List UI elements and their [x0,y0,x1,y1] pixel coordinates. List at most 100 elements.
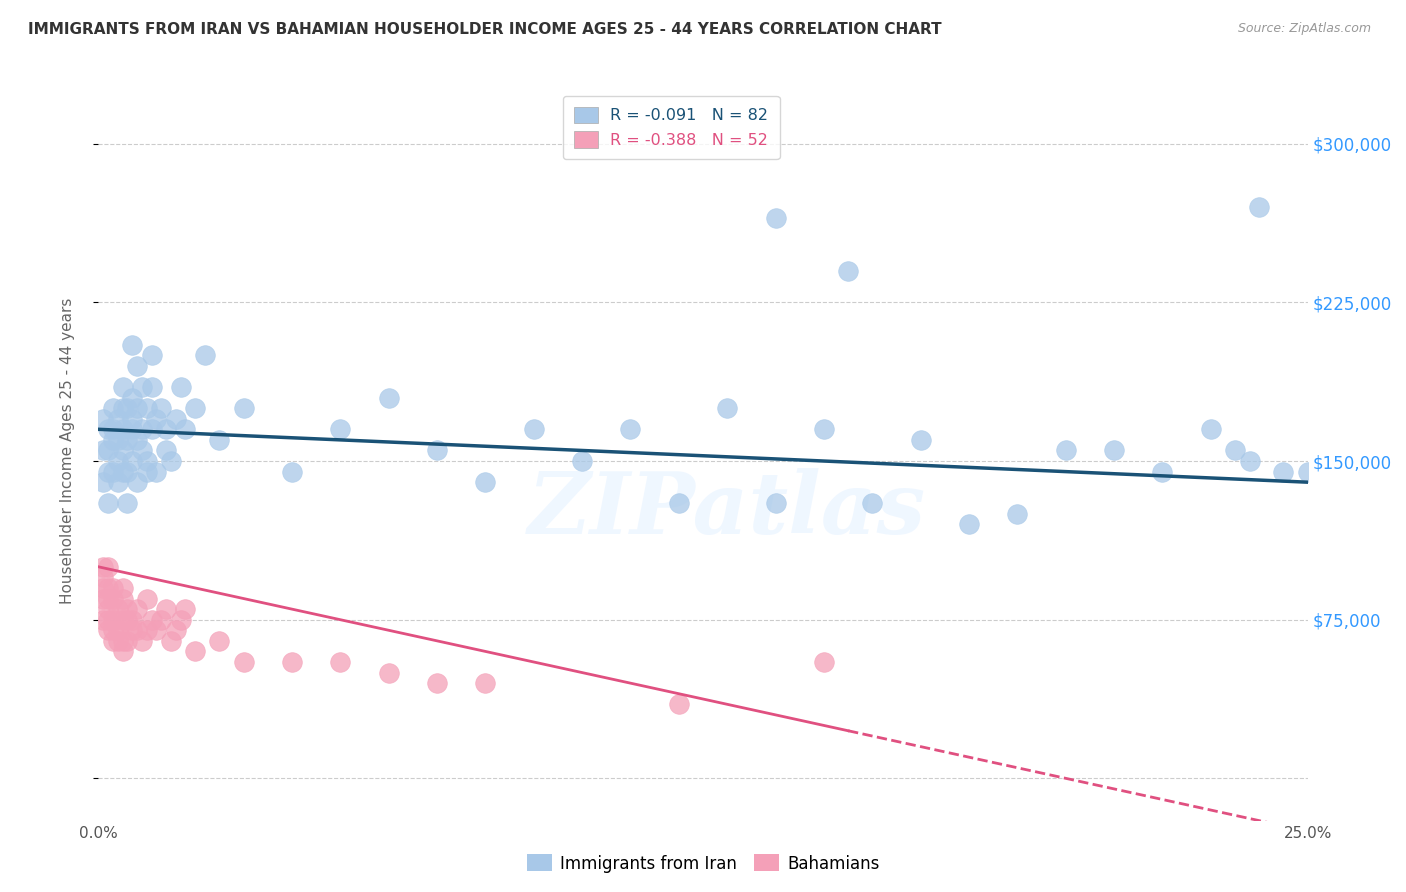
Point [97,624,120,638]
Point [232,401,254,416]
Point [101,591,124,606]
Point [141,348,163,362]
Point [97,591,120,606]
Point [765,496,787,510]
Point [121,391,143,405]
Point [117,633,139,648]
Point [837,263,859,277]
Point [377,665,399,680]
Point [111,644,134,658]
Point [165,624,187,638]
Point [97,496,120,510]
Point [150,401,173,416]
Point [107,602,129,616]
Point [127,602,149,616]
Text: Source: ZipAtlas.com: Source: ZipAtlas.com [1237,22,1371,36]
Point [121,454,143,468]
Point [131,443,153,458]
Point [145,465,167,479]
Point [169,380,191,394]
Point [135,624,157,638]
Point [668,698,690,712]
Point [1272,465,1295,479]
Point [111,443,134,458]
Point [101,422,124,436]
Point [813,422,835,436]
Point [107,454,129,468]
Point [232,655,254,669]
Point [91,475,114,490]
Point [716,401,738,416]
Point [101,465,124,479]
Point [165,411,187,425]
Point [145,411,167,425]
Point [174,602,197,616]
Point [1102,443,1125,458]
Point [131,633,153,648]
Point [117,401,139,416]
Point [121,337,143,351]
Point [91,443,114,458]
Point [127,624,149,638]
Point [184,644,207,658]
Point [117,433,139,447]
Point [107,433,129,447]
Point [135,465,157,479]
Point [107,624,129,638]
Point [135,454,157,468]
Point [910,433,932,447]
Point [91,570,114,584]
Point [91,411,114,425]
Point [127,433,149,447]
Legend: Immigrants from Iran, Bahamians: Immigrants from Iran, Bahamians [520,847,886,880]
Point [329,655,352,669]
Point [107,475,129,490]
Point [150,613,173,627]
Point [111,591,134,606]
Point [127,401,149,416]
Point [107,411,129,425]
Point [765,211,787,225]
Point [101,613,124,627]
Point [523,422,546,436]
Point [426,443,449,458]
Point [1249,200,1271,214]
Point [155,422,177,436]
Point [97,559,120,574]
Point [91,591,114,606]
Point [377,391,399,405]
Point [619,422,641,436]
Point [127,359,149,373]
Point [1152,465,1174,479]
Point [141,380,163,394]
Point [131,380,153,394]
Point [1239,454,1261,468]
Point [141,422,163,436]
Point [135,401,157,416]
Point [155,602,177,616]
Point [117,465,139,479]
Point [117,613,139,627]
Point [101,581,124,595]
Point [97,602,120,616]
Point [91,613,114,627]
Point [1054,443,1077,458]
Point [97,422,120,436]
Point [813,655,835,669]
Point [111,422,134,436]
Point [571,454,593,468]
Point [194,348,217,362]
Point [141,613,163,627]
Point [107,633,129,648]
Point [97,613,120,627]
Point [111,633,134,648]
Point [1296,465,1319,479]
Point [208,433,231,447]
Point [174,422,197,436]
Point [1199,422,1222,436]
Point [135,591,157,606]
Point [127,475,149,490]
Point [145,624,167,638]
Point [111,380,134,394]
Point [91,559,114,574]
